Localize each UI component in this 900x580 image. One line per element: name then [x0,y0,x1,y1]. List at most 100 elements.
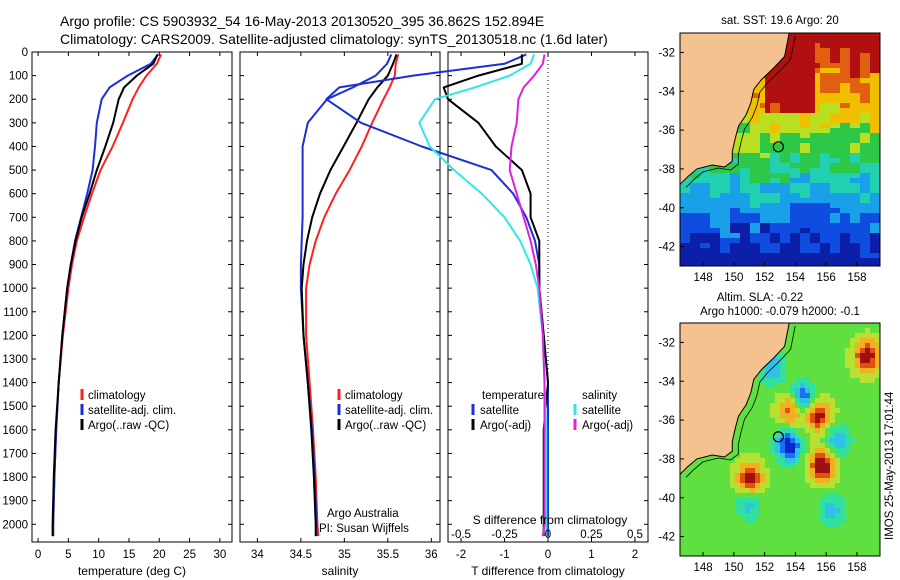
map-cell [805,208,811,214]
map-cell [680,213,686,219]
map-cell [810,443,816,449]
map-cell [860,328,866,334]
map-cell [820,33,826,39]
map-cell [775,373,781,379]
map-cell [715,183,721,189]
map-cell [785,163,791,169]
map-cell [680,198,686,204]
map-cell [845,228,851,234]
map-cell [875,53,880,59]
map-cell [835,128,841,134]
map-cell [860,448,866,454]
map-cell [820,238,826,244]
map-cell [875,238,880,244]
depth-tick-label: 800 [9,236,28,248]
map-cell [760,168,766,174]
map-cell [755,518,761,524]
map-cell [830,118,836,124]
map-cell [840,208,846,214]
map-cell [720,183,726,189]
map-cell [785,228,791,234]
map-cell [840,238,846,244]
map-cell [815,148,821,154]
x-tick-label: -2 [456,549,466,561]
map-cell [805,403,811,409]
map-cell [785,373,791,379]
map-cell [730,453,736,459]
map-cell [770,508,776,514]
map-cell [810,423,816,429]
map-cell [855,503,861,509]
map-cell [840,503,846,509]
map-cell [835,98,841,104]
map-cell [785,513,791,519]
map-cell [685,543,691,549]
map-cell [775,393,781,399]
map-cell [875,463,880,469]
map-cell [775,503,781,509]
map-cell [765,153,771,159]
map-cell [720,553,726,556]
map-cell [760,173,766,179]
map-cell [870,168,876,174]
map-cell [770,178,776,184]
map-cell [815,73,821,79]
map-cell [750,478,756,484]
map-cell [820,333,826,339]
map-cell [775,433,781,439]
map-cell [835,358,841,364]
map-x-tick-label: 148 [693,272,712,284]
depth-tick-label: 300 [9,118,28,130]
map-cell [805,543,811,549]
sla-map-title: Altim. SLA: -0.22 [717,292,803,304]
map-cell [765,423,771,429]
map-cell [760,523,766,529]
map-cell [700,253,706,259]
map-cell [855,238,861,244]
map-cell [705,228,711,234]
map-cell [800,553,806,556]
map-cell [755,108,761,114]
map-cell [715,168,721,174]
map-cell [820,553,826,556]
map-cell [740,418,746,424]
map-cell [805,53,811,59]
map-cell [725,538,731,544]
map-cell [790,193,796,199]
map-cell [795,508,801,514]
map-cell [785,213,791,219]
map-cell [815,403,821,409]
map-cell [810,408,816,414]
map-cell [775,548,781,554]
map-cell [870,203,876,209]
map-cell [840,108,846,114]
map-cell [710,543,716,549]
map-cell [745,263,751,266]
map-cell [850,88,856,94]
map-cell [770,173,776,179]
map-cell [765,478,771,484]
map-cell [850,388,856,394]
map-cell [870,548,876,554]
map-cell [765,443,771,449]
map-cell [755,398,761,404]
map-cell [875,553,880,556]
map-cell [745,543,751,549]
map-cell [745,508,751,514]
map-cell [695,223,701,229]
map-cell [770,443,776,449]
map-cell [740,148,746,154]
map-cell [825,203,831,209]
legend-label: satellite-adj. clim. [345,405,433,417]
map-cell [760,208,766,214]
map-cell [820,173,826,179]
map-cell [765,93,771,99]
map-cell [870,393,876,399]
map-cell [875,363,880,369]
map-cell [710,223,716,229]
map-cell [745,253,751,259]
map-cell [835,173,841,179]
map-cell [805,183,811,189]
map-cell [740,493,746,499]
map-cell [700,483,706,489]
